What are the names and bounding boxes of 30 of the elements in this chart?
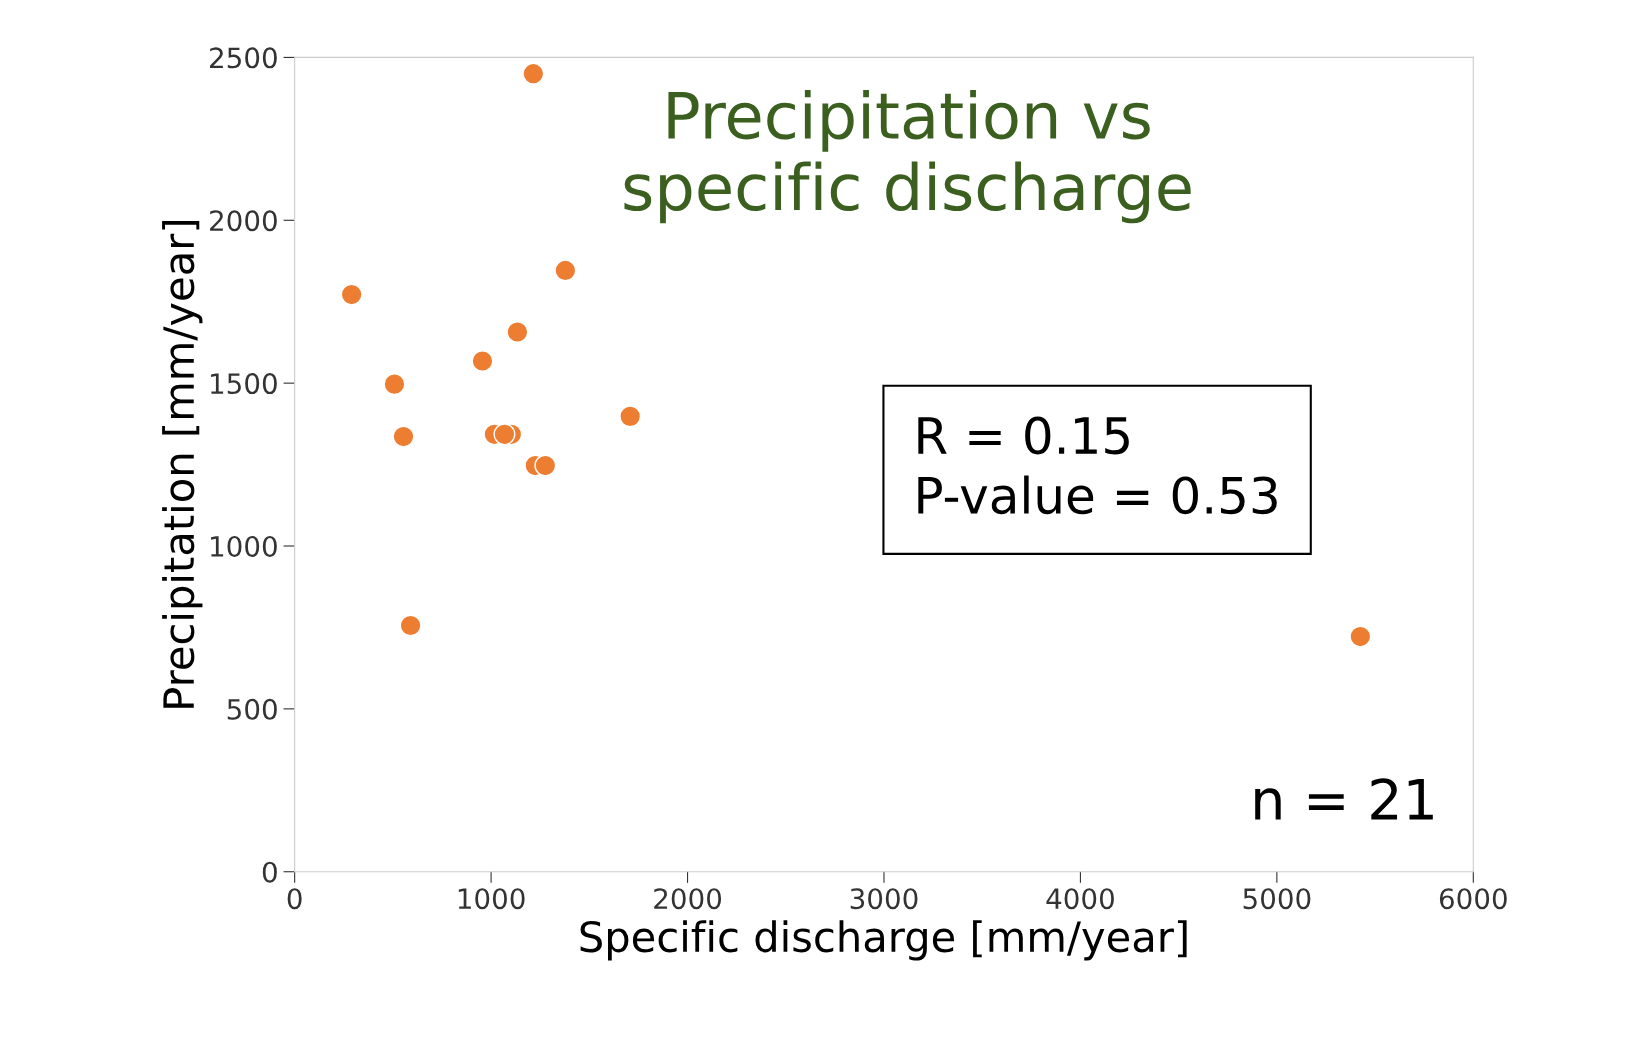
x-tick-label: 1000	[458, 888, 525, 910]
annotation: R = 0.15 P-value = 0.53	[918, 416, 1277, 515]
y-tick-label: 2000	[210, 210, 277, 232]
point	[340, 283, 363, 306]
point	[493, 423, 516, 446]
point	[392, 425, 415, 448]
annotation: n = 21	[1255, 778, 1433, 820]
y-tick-label: 0	[262, 861, 277, 883]
point	[522, 62, 545, 85]
point	[534, 454, 557, 477]
y-tick-label: 2500	[210, 47, 277, 69]
point	[399, 614, 422, 637]
x-tick-label: 4000	[1046, 888, 1114, 910]
x-tick-label: 0	[287, 888, 302, 910]
text: Precipitation vs specific discharge	[624, 89, 1191, 224]
point	[471, 350, 494, 372]
point	[619, 405, 642, 428]
x-tick-label: 5000	[1243, 888, 1311, 910]
x-tick-label: 3000	[850, 888, 918, 910]
y-tick-label: 1000	[211, 535, 277, 557]
x-tick-label: 2000	[654, 888, 722, 910]
point	[1349, 625, 1372, 648]
point	[506, 321, 529, 344]
y-axis-title: Precipitation [mm/year]	[162, 220, 203, 708]
y-tick-label: 1500	[211, 373, 277, 395]
x-tick-label: 6000	[1439, 888, 1507, 910]
point	[554, 259, 577, 282]
point	[383, 373, 406, 396]
y-tick-label: 500	[227, 698, 277, 720]
x-axis-title: Specific discharge [mm/year]	[580, 920, 1187, 961]
